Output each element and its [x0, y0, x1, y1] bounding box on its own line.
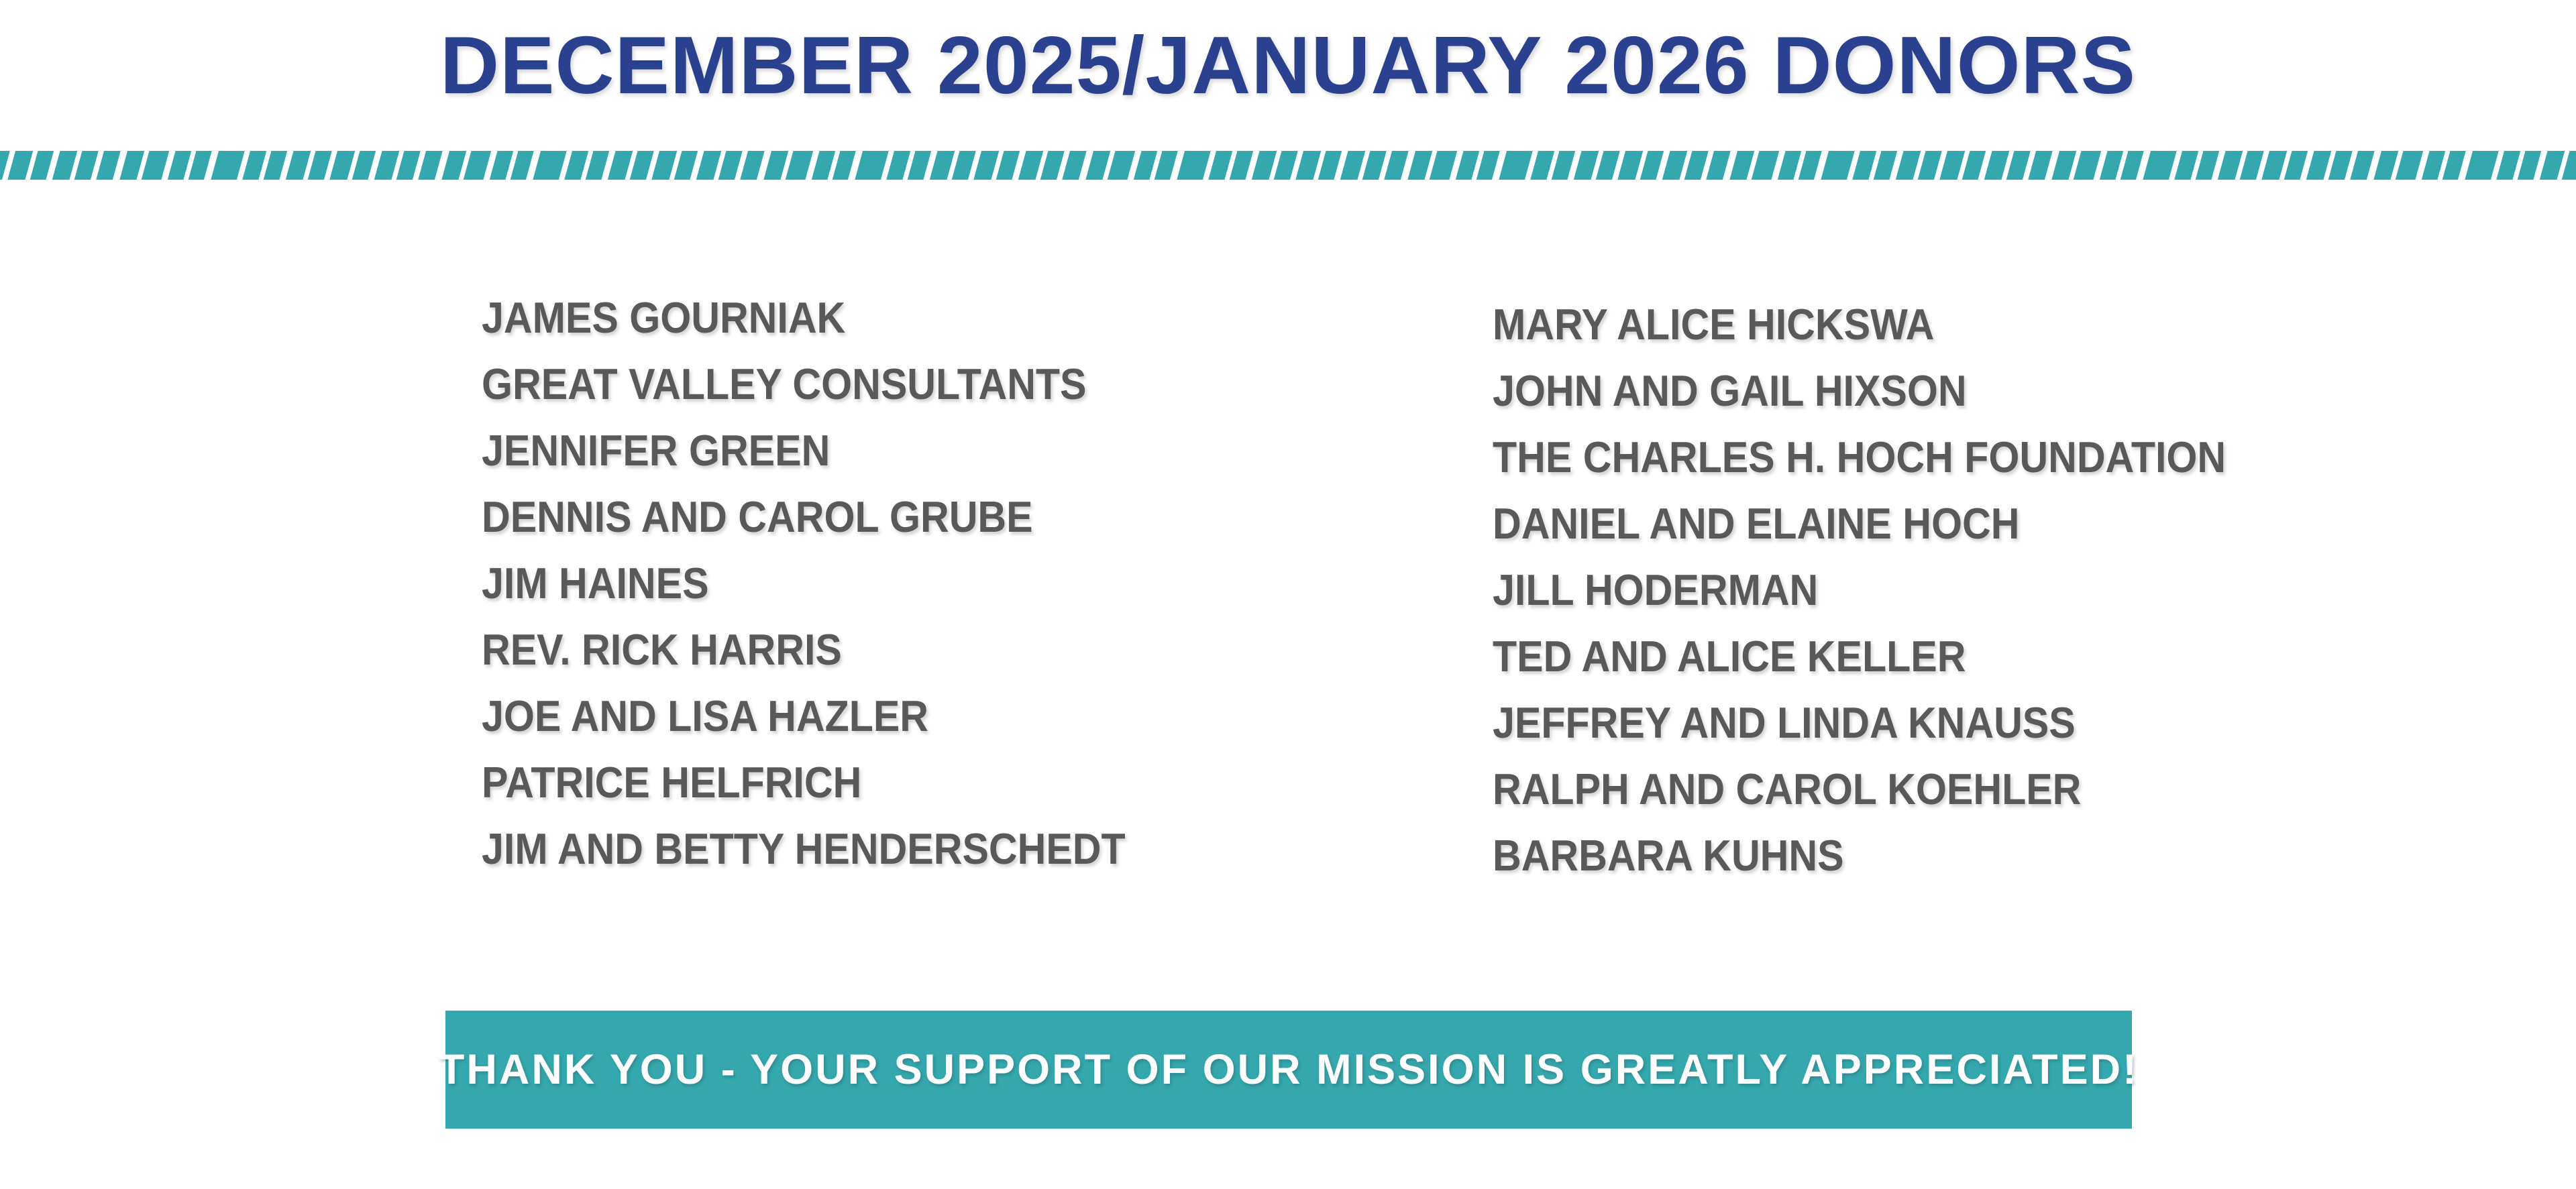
donor-name: PATRICE HELFRICH: [482, 758, 862, 807]
donor-name: GREAT VALLEY CONSULTANTS: [482, 359, 1087, 408]
donor-name: JENNIFER GREEN: [482, 426, 830, 475]
thank-you-banner: THANK YOU - YOUR SUPPORT OF OUR MISSION …: [439, 1011, 2137, 1129]
donor-name: THE CHARLES H. HOCH FOUNDATION: [1493, 433, 2226, 482]
donor-column-right: MARY ALICE HICKSWA JOHN AND GAIL HIXSON TH…: [1493, 291, 2298, 889]
donor-name: MARY ALICE HICKSWA: [1493, 300, 1935, 349]
donor-name: JIM HAINES: [482, 559, 709, 608]
donor-name: BARBARA KUHNS: [1493, 831, 1844, 880]
donor-name: JEFFREY AND LINDA KNAUSS: [1493, 698, 2076, 747]
donor-name: DANIEL AND ELAINE HOCH: [1493, 499, 2020, 548]
donor-name: JILL HODERMAN: [1493, 565, 1819, 614]
donor-column-left: JAMES GOURNIAK GREAT VALLEY CONSULTANTS JE…: [482, 284, 1189, 882]
donor-name: TED AND ALICE KELLER: [1493, 632, 1966, 681]
donor-name: REV. RICK HARRIS: [482, 625, 842, 674]
page-title: DECEMBER 2025/JANUARY 2026 DONORS: [439, 19, 2137, 111]
donor-name: JOHN AND GAIL HIXSON: [1493, 366, 1967, 415]
stripe-band-divider: [0, 151, 2576, 180]
thank-you-message: THANK YOU - YOUR SUPPORT OF OUR MISSION …: [438, 1046, 2139, 1093]
donor-name: JIM AND BETTY HENDERSCHEDT: [482, 824, 1126, 873]
donor-name: RALPH AND CAROL KOEHLER: [1493, 765, 2082, 813]
donor-name: JOE AND LISA HAZLER: [482, 691, 929, 740]
donor-name: JAMES GOURNIAK: [482, 293, 846, 342]
donor-name: DENNIS AND CAROL GRUBE: [482, 492, 1033, 541]
